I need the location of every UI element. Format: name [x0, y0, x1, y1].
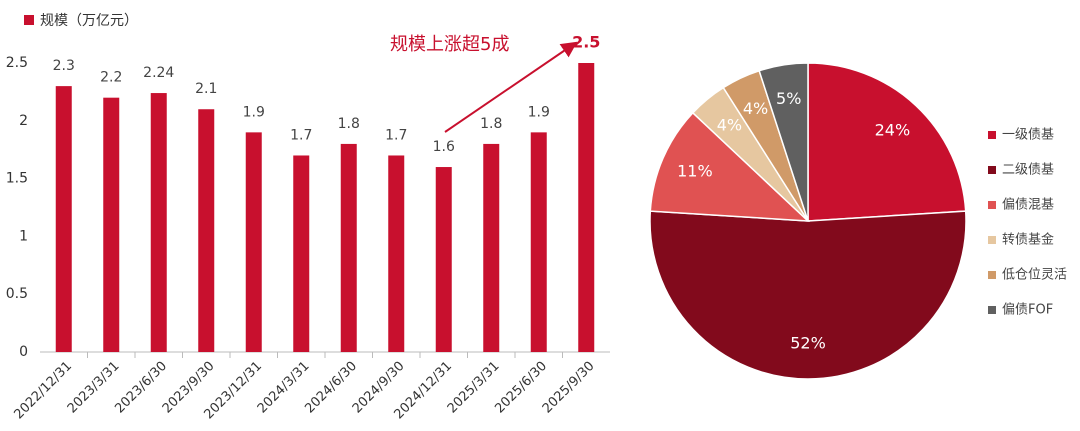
legend-swatch — [988, 166, 996, 174]
y-tick-label: 1.5 — [6, 171, 28, 187]
y-tick-label: 1 — [19, 228, 28, 244]
value-label: 1.9 — [528, 104, 550, 120]
legend-label: 二级债基 — [1002, 163, 1054, 178]
y-tick-label: 2 — [19, 113, 28, 129]
x-tick-label: 2025/9/30 — [540, 359, 598, 417]
value-label: 1.8 — [480, 116, 502, 132]
legend-swatch — [988, 131, 996, 139]
slice-label: 24% — [875, 121, 911, 140]
value-label: 1.8 — [338, 116, 360, 132]
annotation: 规模上涨超5成 — [390, 34, 509, 55]
annotation-arrow — [444, 41, 578, 133]
bar — [245, 132, 262, 352]
slice-label: 4% — [743, 99, 768, 118]
legend-swatch — [988, 306, 996, 314]
value-label: 1.7 — [385, 127, 407, 143]
bar — [198, 109, 215, 353]
legend-swatch — [988, 201, 996, 209]
bar — [435, 167, 452, 352]
x-tick-label: 2022/12/31 — [11, 359, 75, 423]
slice-label: 52% — [790, 334, 826, 353]
y-tick-label: 0 — [19, 344, 28, 360]
legend-label: 偏债FOF — [1002, 303, 1053, 318]
bar — [388, 155, 405, 352]
bar — [293, 155, 310, 352]
bar — [578, 63, 595, 352]
bar — [103, 97, 120, 353]
value-label: 1.6 — [433, 139, 455, 155]
y-tick-label: 2.5 — [6, 55, 28, 71]
legend-swatch — [988, 236, 996, 244]
y-tick-label: 0.5 — [6, 286, 28, 302]
legend-label: 转债基金 — [1002, 232, 1054, 248]
value-label: 2.24 — [143, 65, 174, 81]
bar — [340, 143, 357, 352]
pie-slice — [758, 62, 809, 222]
bar — [150, 93, 167, 352]
pie-slice — [649, 210, 967, 380]
legend-label: 低仓位灵活 — [1002, 268, 1067, 283]
legend-label: 一级债基 — [1002, 128, 1054, 143]
slice-label: 11% — [677, 162, 713, 181]
value-label: 1.7 — [290, 127, 312, 143]
value-label: 2.2 — [100, 70, 122, 86]
value-label: 2.5 — [572, 33, 600, 52]
value-label: 2.1 — [195, 81, 217, 97]
pie-slice — [649, 111, 811, 222]
value-label: 1.9 — [243, 104, 265, 120]
legend-label: 偏债混基 — [1002, 198, 1054, 213]
bar — [530, 132, 547, 352]
slice-label: 5% — [776, 89, 801, 108]
legend-label: 规模（万亿元） — [40, 13, 138, 29]
slice-label: 4% — [717, 116, 742, 135]
bar — [483, 143, 500, 352]
legend-swatch — [24, 15, 34, 25]
legend-swatch — [988, 271, 996, 279]
pie-slice — [807, 62, 967, 222]
value-label: 2.3 — [53, 58, 75, 74]
bar — [55, 86, 72, 353]
